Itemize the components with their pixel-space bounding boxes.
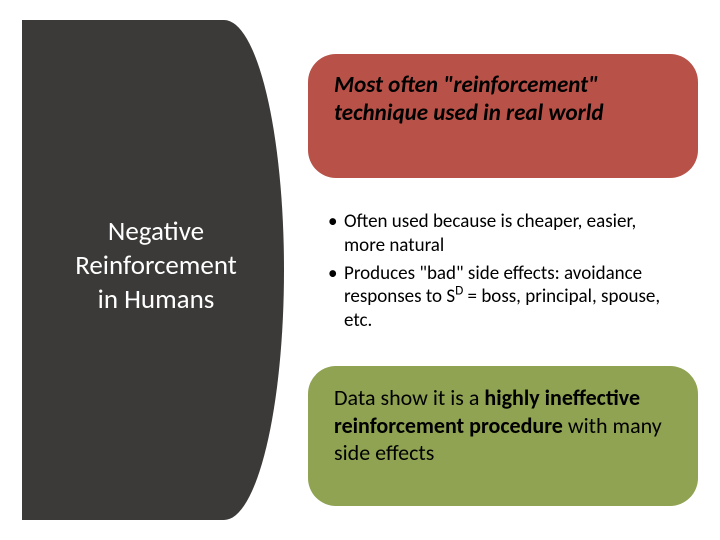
slide-title: Negative Reinforcement in Humans [46,215,266,316]
left-panel: Negative Reinforcement in Humans [22,20,284,520]
title-line-3: in Humans [98,283,215,316]
green-box-text: Data show it is a highly ineffective rei… [334,384,672,467]
title-line-1: Negative [108,215,204,248]
callout-box-green: Data show it is a highly ineffective rei… [308,366,698,506]
red-box-text: Most often "reinforcement" technique use… [334,72,672,127]
callout-box-white: Often used because is cheaper, easier, m… [308,196,698,348]
bullet-list: Often used because is cheaper, easier, m… [326,210,680,333]
title-line-2: Reinforcement [75,249,237,282]
list-item: Produces "bad" side effects: avoidance r… [326,262,680,333]
slide: Negative Reinforcement in Humans Most of… [22,20,698,520]
bullet-text: Often used because is cheaper, easier, m… [344,210,636,257]
callout-box-red: Most often "reinforcement" technique use… [308,54,698,178]
seg-0: Data show it is a [334,384,484,411]
list-item: Often used because is cheaper, easier, m… [326,210,680,258]
